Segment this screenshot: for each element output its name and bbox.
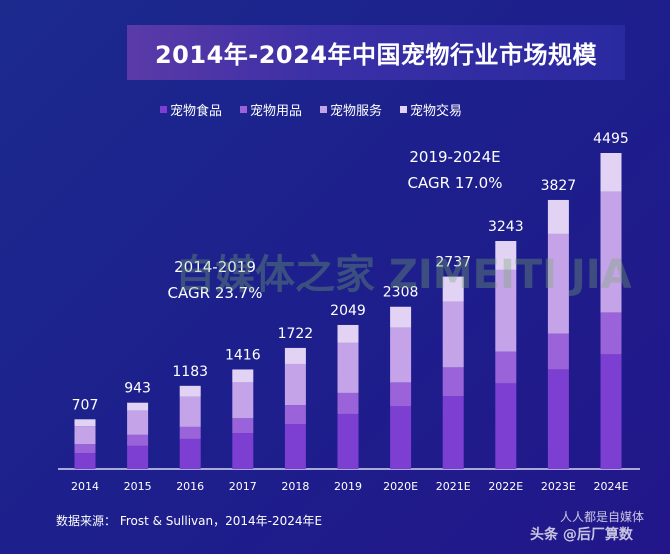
x-tick-label: 2020E (383, 480, 418, 493)
legend: 宠物食品 宠物用品 宠物服务 宠物交易 (160, 100, 462, 119)
bar-segment-2017-3 (232, 369, 254, 383)
bar-segment-2020E-1 (390, 382, 412, 407)
data-label: 3243 (488, 219, 524, 235)
cagr-annotation-period: 2014-2019 (174, 258, 256, 276)
bar-segment-2016-1 (179, 426, 201, 439)
x-tick-label: 2021E (436, 480, 471, 493)
bar-segment-2014-3 (74, 419, 96, 427)
bar-segment-2019-3 (337, 324, 359, 343)
legend-label: 宠物交易 (410, 104, 463, 119)
legend-swatch (240, 106, 248, 113)
x-tick-label: 2019 (334, 480, 362, 493)
bar-segment-2018-0 (284, 424, 306, 469)
x-tick-label: 2017 (229, 480, 257, 493)
bar-segment-2024E-2 (600, 191, 622, 313)
bar-segment-2021E-1 (442, 367, 464, 397)
bar-segment-2024E-0 (600, 354, 622, 469)
data-label: 1722 (278, 326, 314, 342)
x-tick-label: 2016 (176, 480, 204, 493)
bar-segment-2015-2 (127, 410, 149, 435)
data-label: 707 (72, 397, 99, 413)
bar-segment-2018-1 (284, 405, 306, 425)
cagr-annotation-period: 2019-2024E (409, 148, 500, 166)
legend-swatch (160, 106, 167, 113)
chart-title: 2014年-2024年中国宠物行业市场规模 (127, 25, 625, 80)
bar-segment-2018-2 (284, 363, 306, 406)
bar-segment-2015-1 (127, 434, 149, 446)
bar-segment-2015-0 (127, 445, 149, 469)
x-tick-label: 2014 (71, 480, 99, 493)
bar-segment-2019-2 (337, 342, 359, 393)
data-label: 2308 (383, 285, 419, 301)
bar-segment-2019-0 (337, 413, 359, 469)
data-label: 1416 (225, 347, 261, 363)
legend-item-supplies: 宠物用品 (240, 100, 302, 119)
bar-segment-2016-3 (179, 385, 201, 397)
bar-segment-2014-0 (74, 453, 96, 469)
data-label: 943 (124, 381, 151, 397)
x-tick-label: 2015 (124, 480, 152, 493)
bar-segment-2017-0 (232, 433, 254, 469)
bar-segment-2023E-0 (547, 369, 569, 469)
cagr-annotation-value: CAGR 23.7% (168, 284, 263, 302)
legend-label: 宠物食品 (170, 104, 223, 119)
legend-label: 宠物服务 (330, 104, 383, 119)
bar-segment-2024E-1 (600, 312, 622, 355)
bar-segment-2023E-3 (547, 199, 569, 234)
bar-segment-2020E-0 (390, 406, 412, 469)
watermark-logo: 自媒体之家 ZIMEITI JIA (175, 252, 632, 298)
bar-segment-2019-1 (337, 392, 359, 414)
x-tick-label: 2024E (594, 480, 629, 493)
watermark-text: 人人都是自媒体 (560, 510, 645, 524)
data-label: 3827 (541, 178, 577, 194)
bar-segment-2018-3 (284, 347, 306, 364)
watermark-text: 头条 @后厂算数 (530, 527, 633, 543)
bar-segment-2014-1 (74, 444, 96, 454)
bar-segment-2022E-0 (495, 383, 517, 469)
bar-segment-2017-1 (232, 418, 254, 434)
legend-label: 宠物用品 (250, 104, 303, 119)
bar-segment-2023E-2 (547, 233, 569, 334)
bar-segment-2014-2 (74, 426, 96, 445)
legend-item-services: 宠物服务 (320, 100, 382, 119)
bar-segment-2020E-3 (390, 306, 412, 328)
bar-segment-2020E-2 (390, 327, 412, 383)
bar-segment-2022E-1 (495, 351, 517, 384)
data-label: 2737 (435, 255, 471, 271)
x-tick-label: 2022E (488, 480, 523, 493)
data-label: 4495 (593, 131, 629, 147)
bar-segment-2016-0 (179, 438, 201, 469)
bar-segment-2023E-1 (547, 333, 569, 370)
bar-segment-2016-2 (179, 396, 201, 427)
x-tick-label: 2023E (541, 480, 576, 493)
source-note: 数据来源： Frost & Sullivan，2014年-2024年E (56, 514, 323, 528)
data-label: 2049 (330, 303, 366, 319)
data-label: 1183 (172, 364, 208, 380)
bar-segment-2022E-2 (495, 269, 517, 352)
bar-segment-2021E-2 (442, 301, 464, 368)
bar-segment-2022E-3 (495, 241, 517, 270)
legend-swatch (320, 106, 328, 113)
x-tick-label: 2018 (281, 480, 309, 493)
bar-segment-2024E-3 (600, 153, 622, 192)
bar-segment-2021E-0 (442, 396, 464, 469)
bar-segment-2015-3 (127, 402, 149, 411)
bar-segment-2017-2 (232, 382, 254, 419)
legend-item-food: 宠物食品 (160, 100, 222, 119)
legend-item-trade: 宠物交易 (400, 100, 462, 119)
bar-segment-2021E-3 (442, 276, 464, 302)
cagr-annotation-value: CAGR 17.0% (408, 174, 503, 192)
legend-swatch (400, 106, 408, 113)
